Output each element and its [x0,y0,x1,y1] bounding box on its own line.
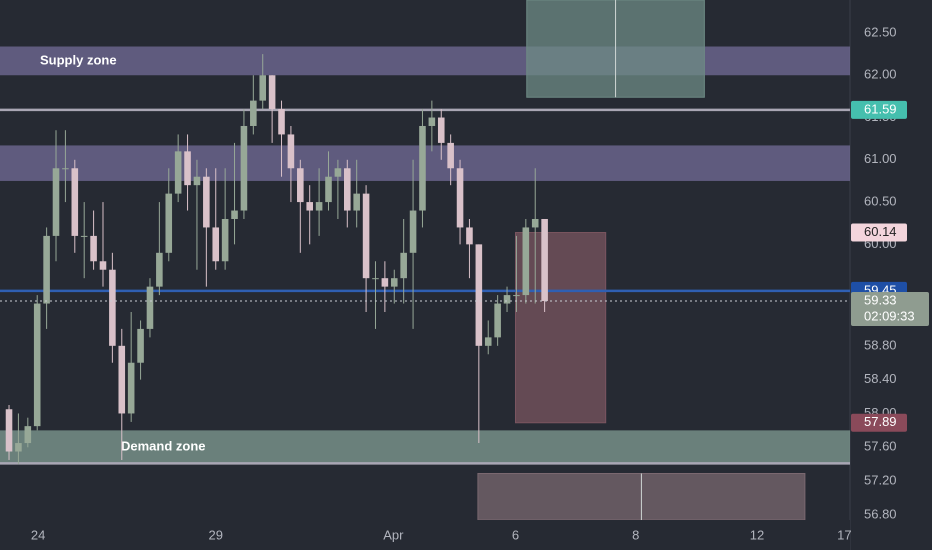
zone [0,430,850,464]
candle-body [52,168,60,236]
candle-body [494,303,501,338]
candle-body [43,235,50,304]
candle-body [240,125,248,211]
price-badge-label: 61.59 [864,101,897,116]
candle-body [287,134,295,169]
candle-body [456,168,464,228]
candle-body [419,125,426,211]
price-badge [851,100,907,119]
candle-body [475,244,483,346]
candle-body [353,193,360,211]
candle-body [531,218,539,228]
candle-body [15,443,22,452]
y-tick-label: 57.20 [864,473,897,488]
candle-body [99,261,107,270]
candle-body [297,168,304,203]
candle-body [259,75,267,101]
candle-body [184,151,191,186]
x-tick-label: 12 [750,527,764,542]
candle-body [109,269,116,346]
candle-body [156,252,163,287]
price-badge [851,413,907,432]
candle-body [250,100,257,126]
price-badge [851,223,907,242]
x-tick-label: 8 [632,527,639,542]
y-tick-label: 56.80 [864,506,897,521]
candle-body [62,168,69,170]
candle-body [137,328,144,363]
candle-body [268,75,276,110]
candle-body [80,235,88,237]
candle-body [165,193,173,253]
x-tick-label: 17 [837,527,851,542]
x-tick-label: 29 [209,527,223,542]
candle-body [325,176,332,203]
candle-body [221,218,229,262]
candle-body [447,142,454,169]
x-tick-label: 24 [31,527,45,542]
candle-body [334,168,342,177]
countdown: 02:09:33 [864,308,915,323]
candle-body [428,117,436,126]
price-badge-label: 59.33 [864,292,897,307]
candle-body [212,227,220,262]
candle-body [362,193,370,279]
candle-body [522,227,530,296]
candle-body [409,210,417,253]
candle-body [390,278,398,287]
candle-body [193,176,201,186]
candle-body [372,278,379,280]
x-tick-label: Apr [383,527,404,542]
candle-body [203,176,210,228]
candle-body [344,168,351,211]
candle-body [33,303,41,427]
candle-body [315,202,323,211]
price-axis [851,0,932,550]
y-tick-label: 62.00 [864,67,897,82]
candle-body [231,210,238,219]
position-box [514,232,607,424]
candle-body [513,295,520,297]
candle-body [278,109,285,135]
candle-body [466,227,473,245]
zone-label: Demand zone [121,438,206,453]
price-badge-label: 60.14 [864,224,897,239]
candle-body [400,252,407,279]
zone [0,46,850,76]
zone-label: Supply zone [40,52,117,67]
y-tick-label: 62.50 [864,24,897,39]
candle-body [484,337,492,346]
price-badge-label: 57.89 [864,414,897,429]
y-tick-label: 58.80 [864,337,897,352]
y-tick-label: 58.40 [864,371,897,386]
y-tick-label: 60.50 [864,194,897,209]
candle-body [127,362,135,414]
candle-body [71,168,79,236]
candle-body [174,151,182,194]
candle-body [437,117,445,143]
candle-body [503,295,511,304]
x-tick-label: 6 [512,527,519,542]
candle-body [24,426,32,444]
candle-body [118,345,126,414]
time-axis [0,520,850,550]
candle-body [90,235,97,262]
y-tick-label: 61.00 [864,151,897,166]
candle-body [541,218,548,302]
price-badge [851,292,929,327]
candle-body [306,202,313,211]
y-tick-label: 57.60 [864,439,897,454]
candle-body [5,409,13,452]
candle-body [381,278,389,287]
candle-body [146,286,154,329]
